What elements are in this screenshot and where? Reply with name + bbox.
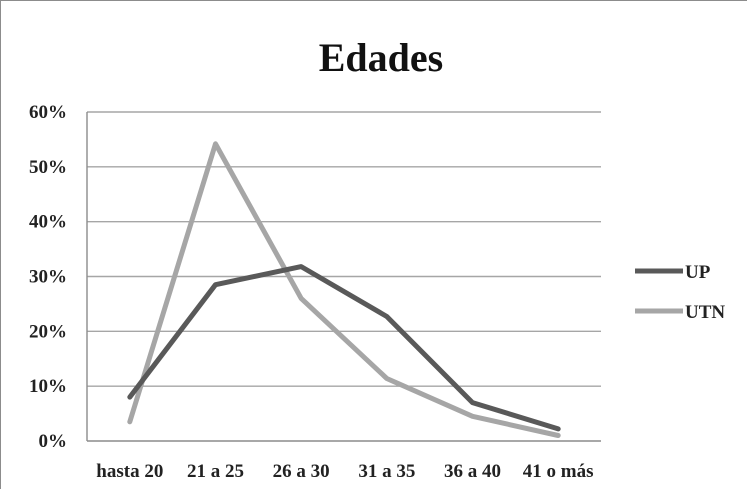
y-tick-label: 0% [39,431,68,452]
legend-item-utn: UTN [635,302,725,323]
y-tick-label: 30% [29,267,67,288]
legend: UP UTN [635,262,725,323]
series-line-up [127,264,561,432]
legend-label: UTN [685,302,725,323]
x-tick-label: hasta 20 [96,461,163,482]
x-tick-labels: hasta 20 21 a 25 26 a 30 31 a 35 36 a 40 41 o… [96,461,593,482]
y-tick-labels: 0% 10% 20% 30% 40% 50% 60% [29,102,67,452]
y-tick-label: 20% [29,321,67,342]
x-tick-label: 31 a 35 [358,461,415,482]
legend-item-up: UP [635,262,711,283]
y-tick-label: 10% [29,376,67,397]
series-line-utn [127,141,561,438]
chart-title: Edades [319,35,444,80]
x-tick-label: 21 a 25 [187,461,244,482]
gridlines [86,111,601,442]
y-tick-label: 50% [29,157,67,178]
x-tick-label: 26 a 30 [273,461,330,482]
x-tick-label: 36 a 40 [444,461,501,482]
y-tick-label: 40% [29,212,67,233]
x-tick-label: 41 o más [523,461,594,482]
legend-label: UP [685,262,711,283]
y-tick-label: 60% [29,102,67,123]
series-lines [127,141,561,438]
